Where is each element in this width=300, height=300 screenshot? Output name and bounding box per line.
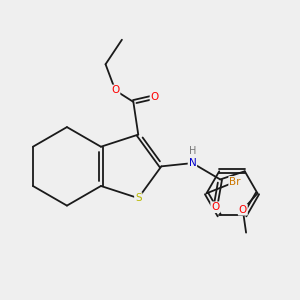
Text: O: O [211,202,219,212]
Text: Br: Br [229,177,241,187]
Text: O: O [151,92,159,102]
Text: N: N [188,158,196,168]
Text: O: O [111,85,119,95]
Text: H: H [189,146,196,156]
Text: O: O [239,205,247,215]
Text: S: S [135,193,142,203]
